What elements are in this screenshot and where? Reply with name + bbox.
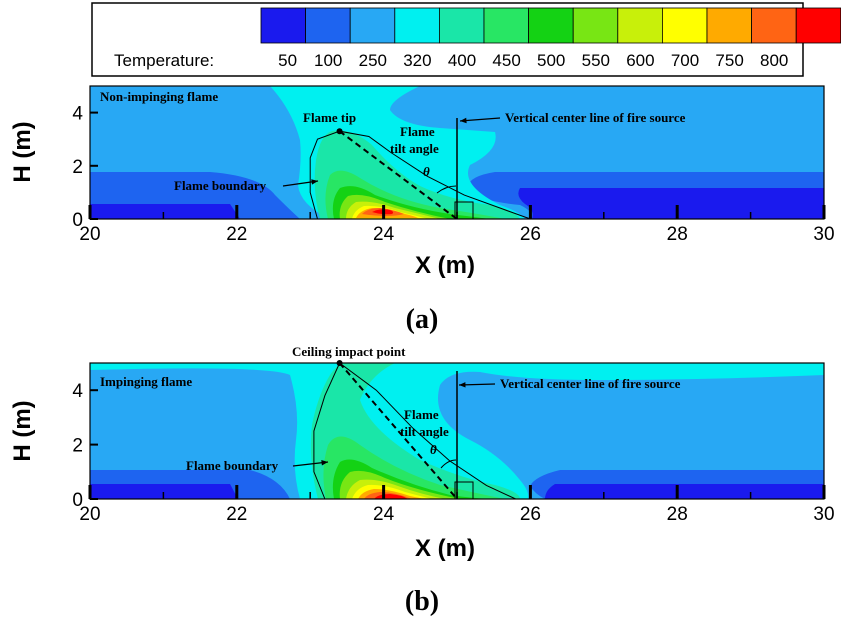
colorbar-labels: 50 100 250 320 400 450 500 550 600 700 750 800 [278,51,788,70]
colorbar-cells [260,7,841,44]
x-tick-label: 30 [813,224,834,245]
colorbar-cell [260,7,306,44]
panel-b-ylabel: H (m) [9,400,36,461]
panel-b-tip-label: Ceiling impact point [292,344,406,359]
panel-b-boundary-label: Flame boundary [186,458,279,473]
theta-arc [440,459,457,469]
annotation-arrowhead [459,382,466,388]
colorbar-label: 320 [403,51,431,70]
colorbar-label: 550 [582,51,610,70]
flame-tip-point [336,128,343,135]
x-tick-label: 24 [373,224,395,245]
colorbar-cell [751,7,797,44]
x-tick-label: 24 [373,504,395,525]
x-tick-label: 30 [813,504,834,525]
y-tick-label: 0 [72,490,83,511]
panel-a-boundary-label: Flame boundary [174,178,267,193]
panel-a-flame-type: Non-impinging flame [100,89,218,104]
flame-boundary [309,130,531,220]
tilt-line [338,130,458,220]
colorbar-cell [528,7,574,44]
colorbar-label: 100 [314,51,342,70]
annotation-arrowhead [460,117,467,124]
colorbar-cell [795,7,841,44]
colorbar-label: 800 [760,51,788,70]
y-tick-label: 0 [72,210,83,231]
panel-b-tilt-label-2: tilt angle [400,424,449,439]
x-tick-label: 28 [667,504,688,525]
colorbar-label: 700 [671,51,699,70]
panel-b-tilt-label-1: Flame [404,407,439,422]
colorbar-label: 250 [359,51,387,70]
colorbar-cell [572,7,619,44]
panel-a-centerline-label: Vertical center line of fire source [505,110,686,125]
x-tick-label: 26 [520,224,541,245]
colorbar-cell [617,7,663,44]
annotation-arrowhead [321,460,328,466]
panel-a-overlays [282,117,531,220]
colorbar-label: 450 [492,51,520,70]
panel-a-theta: θ [423,164,430,179]
colorbar-label: 50 [278,51,297,70]
flame-boundary [313,362,516,500]
panel-a-label: (a) [406,304,439,335]
x-tick-label: 20 [79,224,100,245]
panel-b-theta: θ [430,442,437,457]
y-tick-label: 4 [72,381,83,402]
panel-a-tip-label: Flame tip [303,110,356,125]
theta-arc [436,185,457,194]
y-tick-label: 2 [72,157,83,178]
panel-b-flame-type: Impinging flame [100,374,192,389]
panel-a-ylabel: H (m) [9,121,36,182]
y-tick-label: 2 [72,436,83,457]
panel-b-label: (b) [405,586,439,617]
panel-a-tilt-label-1: Flame [400,124,435,139]
annotation-arrowhead [311,179,318,185]
colorbar-label: 500 [537,51,565,70]
colorbar-label: 750 [715,51,743,70]
panel-a-tilt-label-2: tilt angle [390,141,439,156]
x-tick-label: 26 [520,504,541,525]
colorbar-label: 600 [626,51,654,70]
x-tick-label: 20 [79,504,100,525]
x-tick-label: 28 [667,224,688,245]
colorbar-cell [662,7,708,44]
colorbar-cell [438,7,485,44]
colorbar-title: Temperature: [114,51,214,70]
y-tick-label: 4 [72,104,83,125]
panel-a-xlabel: X (m) [415,252,475,279]
colorbar-cell [483,7,529,44]
colorbar-label: 400 [448,51,476,70]
panel-b-xlabel: X (m) [415,535,475,562]
x-tick-label: 22 [226,224,247,245]
colorbar-cell [394,7,440,44]
colorbar-cell [706,7,752,44]
colorbar-cell [349,7,396,44]
x-tick-label: 22 [226,504,247,525]
colorbar: Temperature: 50 100 250 320 400 450 500 550 600 7… [91,2,841,77]
colorbar-cell [305,7,351,44]
annotation-arrow [459,117,501,122]
panel-b-centerline-label: Vertical center line of fire source [500,376,681,391]
